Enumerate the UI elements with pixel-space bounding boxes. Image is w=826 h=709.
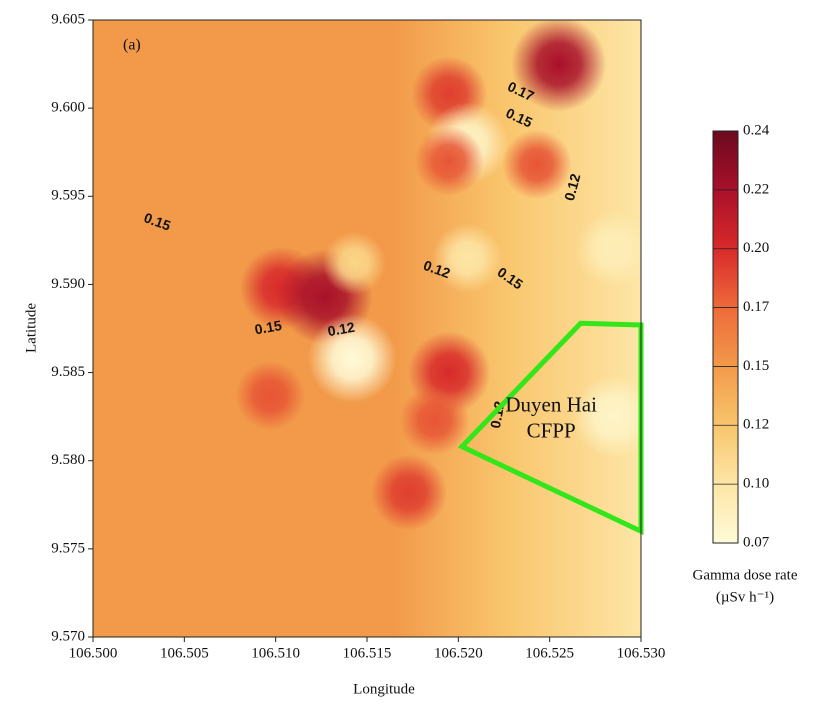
- y-tick-label: 9.585: [51, 364, 85, 380]
- dose-hotspot: [511, 20, 607, 112]
- contour-label: 0.12: [561, 172, 584, 203]
- site-label: CFPP: [527, 418, 576, 442]
- colorbar-tick-label: 0.12: [743, 417, 769, 433]
- y-tick-label: 9.600: [51, 100, 85, 116]
- dose-hotspot: [322, 231, 386, 295]
- dose-hotspot: [572, 375, 641, 458]
- colorbar-band: [713, 189, 738, 250]
- x-tick-label: 106.525: [525, 645, 574, 661]
- y-tick-label: 9.575: [51, 540, 85, 556]
- dose-hotspot: [502, 129, 572, 200]
- x-tick-label: 106.510: [251, 645, 300, 661]
- colorbar-band: [713, 425, 738, 485]
- y-axis-label: Latitude: [23, 303, 39, 353]
- colorbar-tick-label: 0.22: [743, 181, 769, 197]
- y-tick-label: 9.595: [51, 188, 85, 204]
- y-tick-label: 9.590: [51, 276, 85, 292]
- dose-hotspot: [371, 454, 448, 531]
- x-tick-label: 106.505: [160, 645, 209, 661]
- site-label: Duyen Hai: [505, 392, 597, 416]
- dose-hotspot: [307, 314, 397, 403]
- y-tick-label: 9.580: [51, 452, 85, 468]
- dose-hotspot: [414, 126, 485, 196]
- colorbar-tick-label: 0.17: [743, 299, 770, 315]
- colorbar-band: [713, 248, 738, 309]
- colorbar-title: (µSv h⁻¹): [716, 589, 774, 605]
- colorbar-tick-label: 0.20: [743, 240, 769, 256]
- x-axis-label: Longitude: [353, 681, 415, 697]
- colorbar-band: [713, 131, 738, 191]
- y-tick-label: 9.570: [51, 628, 85, 644]
- dose-hotspot: [432, 223, 503, 293]
- colorbar-title: Gamma dose rate: [693, 567, 798, 583]
- x-tick-label: 106.530: [617, 645, 666, 661]
- colorbar-band: [713, 484, 738, 544]
- x-tick-label: 106.500: [69, 645, 118, 661]
- colorbar-tick-label: 0.15: [743, 358, 769, 374]
- y-tick-label: 9.605: [51, 11, 85, 27]
- colorbar-band: [713, 366, 738, 426]
- x-tick-label: 106.515: [343, 645, 392, 661]
- dose-hotspot: [399, 385, 470, 455]
- x-tick-label: 106.520: [434, 645, 483, 661]
- contour-label: 0.15: [253, 317, 283, 338]
- field: [93, 20, 641, 637]
- colorbar-band: [713, 307, 738, 367]
- dose-hotspot: [235, 360, 305, 431]
- contour-label: 0.12: [326, 319, 356, 340]
- dose-hotspot: [575, 211, 641, 288]
- colorbar-tick-label: 0.07: [743, 534, 770, 550]
- colorbar-tick-label: 0.10: [743, 476, 769, 492]
- panel-label: (a): [123, 37, 141, 54]
- colorbar-tick-label: 0.24: [743, 122, 770, 138]
